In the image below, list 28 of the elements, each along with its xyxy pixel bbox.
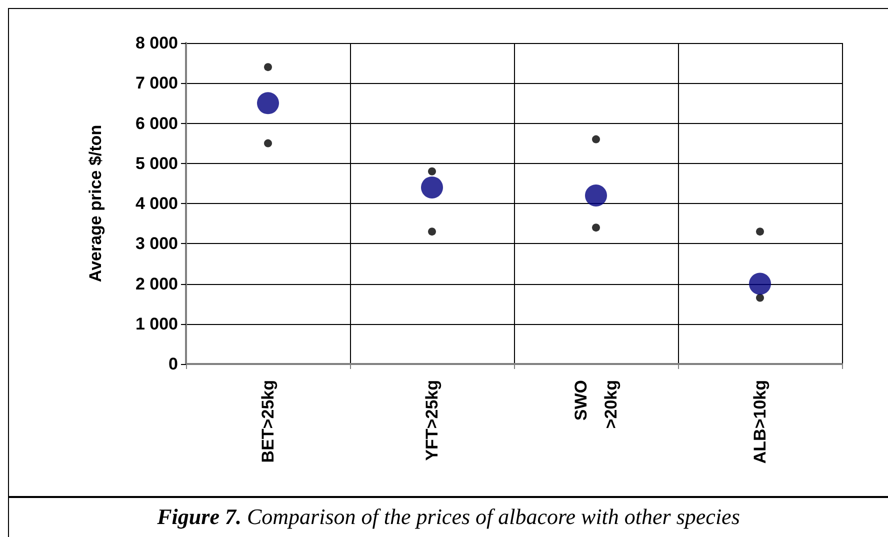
y-tick-label: 1 000 (135, 314, 178, 334)
x-tick-label: SWO >20kg (572, 380, 620, 429)
y-tick-label: 3 000 (135, 234, 178, 254)
caption: Figure 7. (157, 504, 242, 529)
y-tick-label: 7 000 (135, 74, 178, 93)
y-tick-label: 0 (168, 354, 178, 374)
y-tick-label: 6 000 (135, 114, 178, 133)
point (592, 224, 600, 232)
x-tick-label: ALB>10kg (750, 380, 770, 464)
point (421, 176, 443, 198)
point (585, 184, 607, 206)
text: Comparison of the prices of albacore with other species (246, 504, 740, 529)
point (756, 228, 764, 236)
point (428, 167, 436, 176)
point (264, 63, 272, 72)
x-tick-label: YFT>25kg (422, 380, 442, 461)
point (592, 135, 600, 144)
y-tick-label: 8 000 (135, 34, 178, 52)
point (749, 272, 771, 295)
y-axis-title: Average price $/ton (86, 124, 105, 282)
y-tick-label: 2 000 (135, 274, 178, 294)
x-tick-label: BET>25kg (258, 380, 278, 463)
point (264, 139, 272, 148)
point (428, 228, 436, 236)
point (756, 294, 764, 302)
point (257, 92, 279, 114)
y-tick-label: 4 000 (135, 194, 178, 213)
y-tick-label: 5 000 (135, 154, 178, 173)
